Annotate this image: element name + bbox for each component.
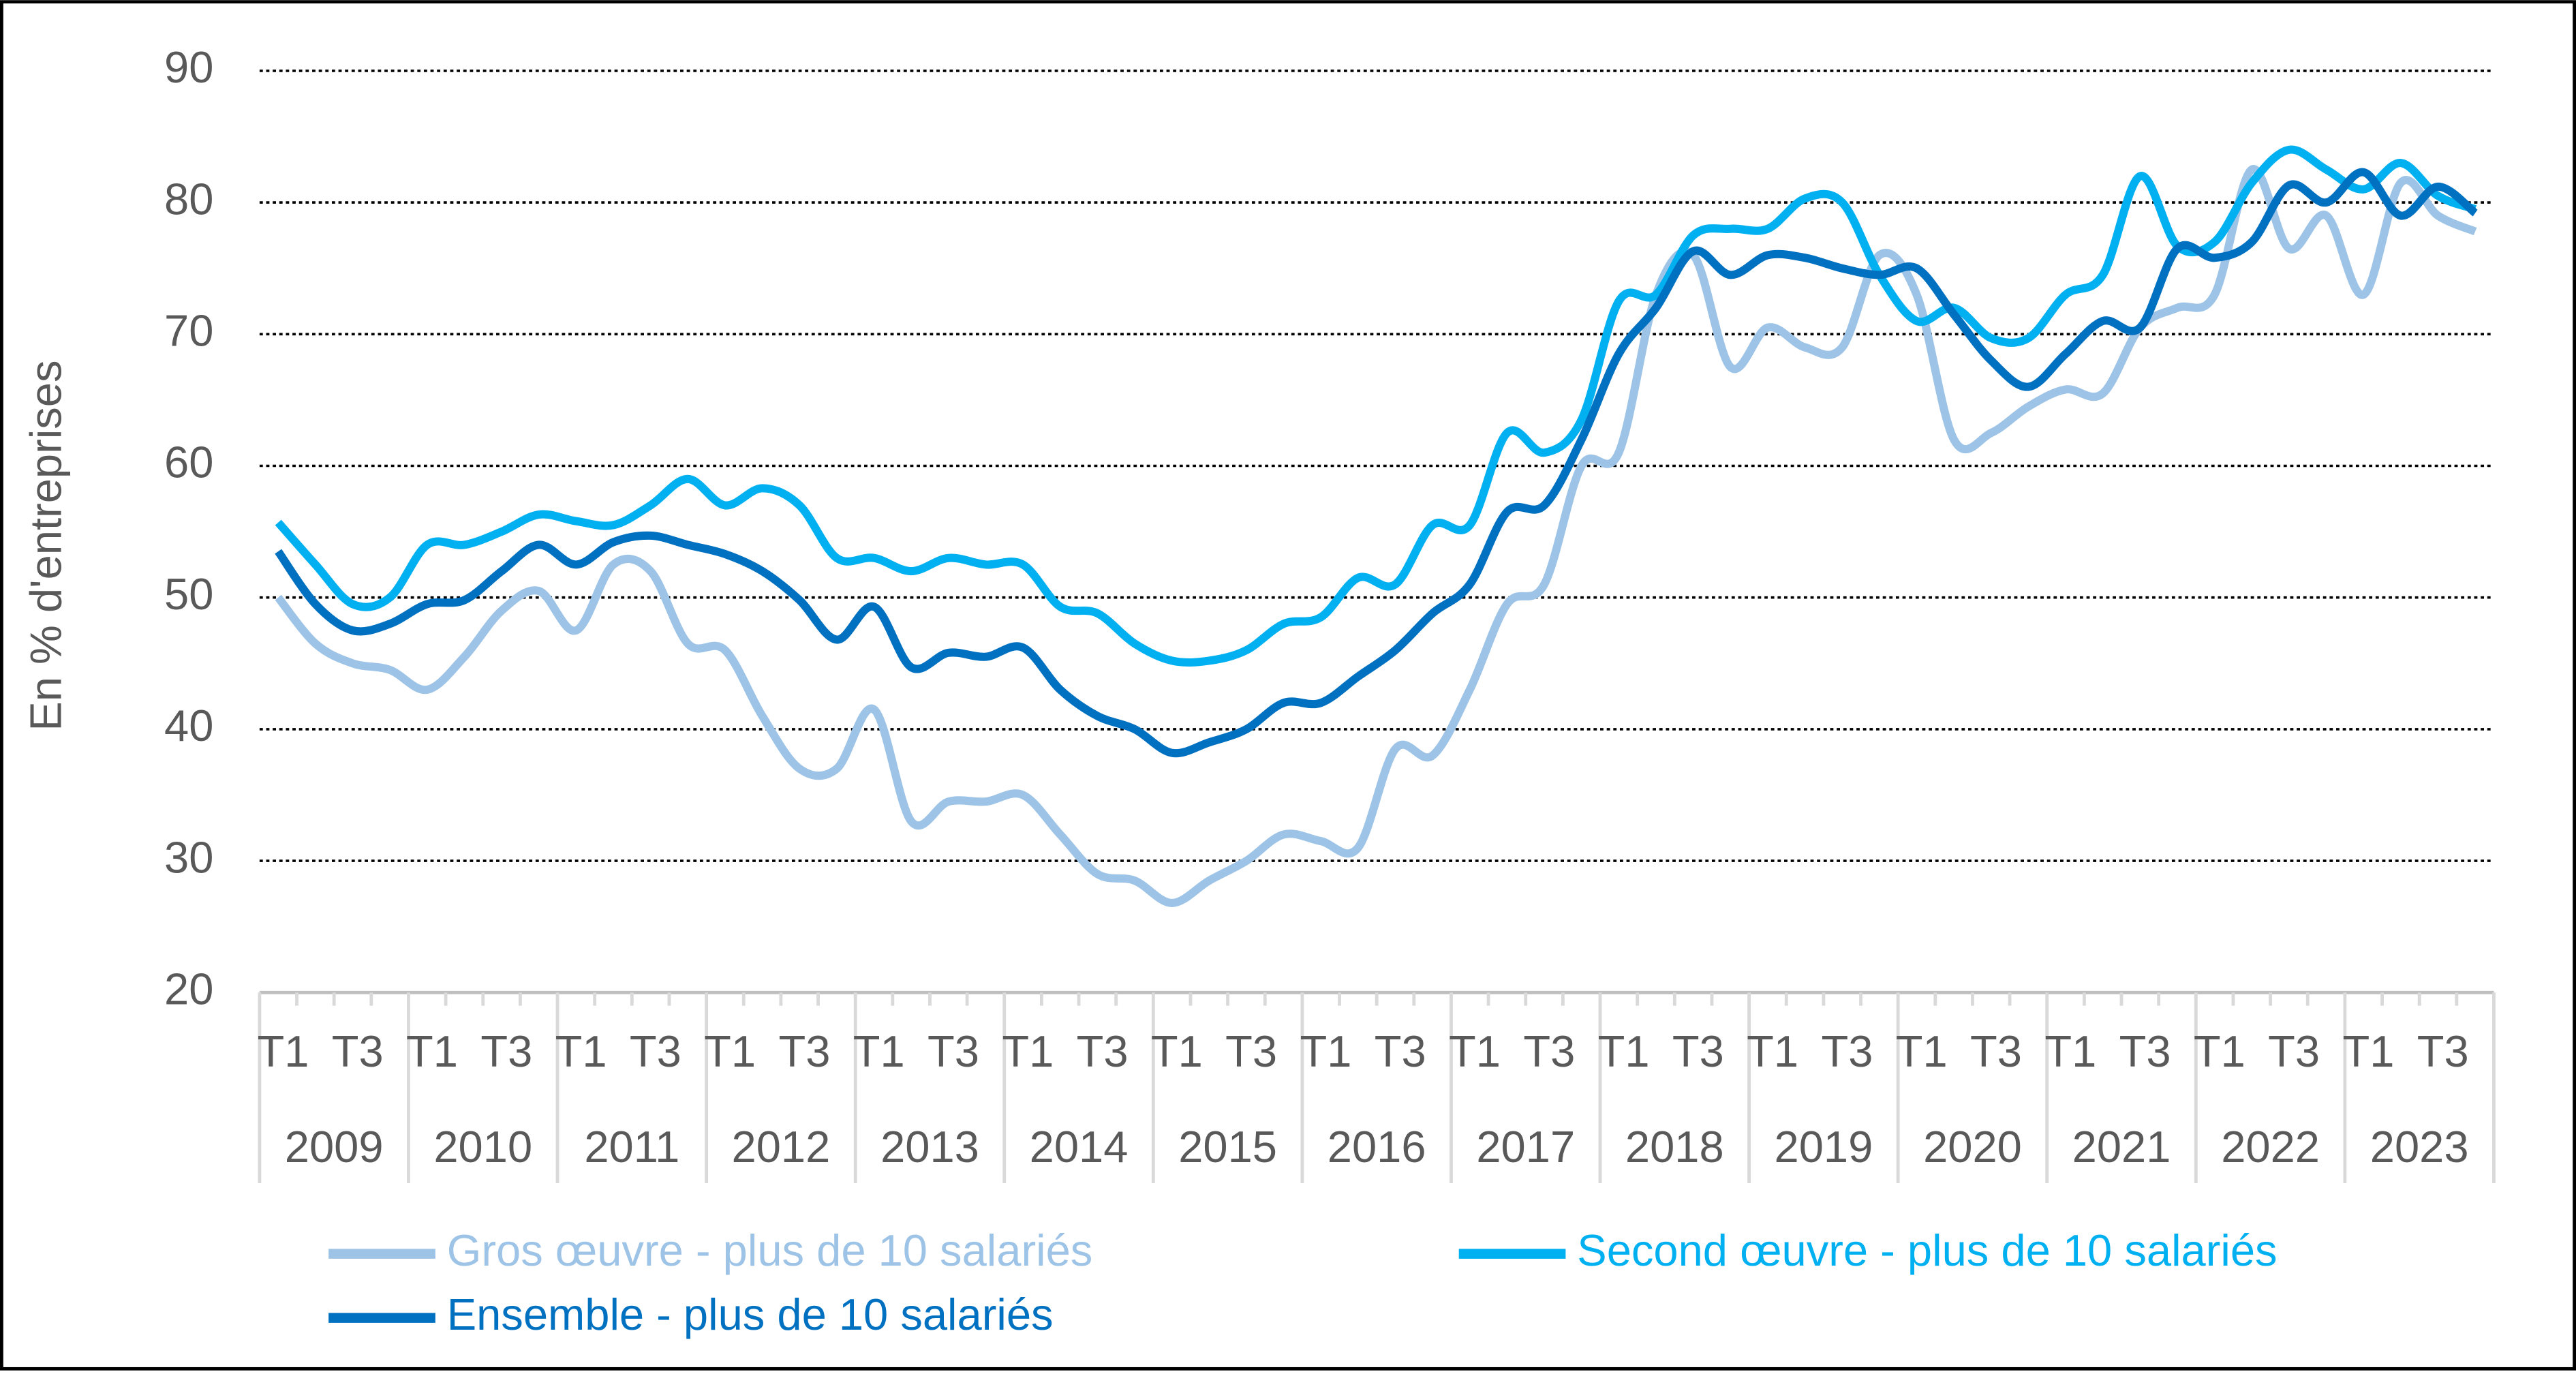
x-tick-label: T1 — [2342, 1026, 2394, 1076]
x-tick-label: T1 — [704, 1026, 756, 1076]
y-tick-label: 70 — [164, 305, 213, 355]
y-tick-label: 80 — [164, 174, 213, 224]
y-tick-label: 90 — [164, 42, 213, 92]
x-year-label: 2011 — [584, 1122, 679, 1172]
legend-label: Ensemble - plus de 10 salariés — [447, 1289, 1054, 1339]
x-tick-label: T3 — [2119, 1026, 2171, 1076]
y-tick-label: 40 — [164, 701, 213, 750]
series-line — [275, 168, 2478, 758]
x-tick-label: T3 — [1672, 1026, 1724, 1076]
x-year-label: 2013 — [880, 1122, 979, 1172]
x-year-label: 2022 — [2221, 1122, 2320, 1172]
x-tick-label: T3 — [1375, 1026, 1426, 1076]
x-year-label: 2010 — [433, 1122, 532, 1172]
y-axis-label: En % d'entreprises — [21, 361, 71, 731]
x-tick-label: T1 — [1598, 1026, 1650, 1076]
x-tick-label: T3 — [2417, 1026, 2469, 1076]
x-year-label: 2023 — [2370, 1122, 2469, 1172]
x-tick-label: T3 — [1821, 1026, 1873, 1076]
y-tick-label: 50 — [164, 569, 213, 619]
x-tick-label: T1 — [1896, 1026, 1948, 1076]
x-tick-label: T1 — [1300, 1026, 1351, 1076]
y-tick-label: 30 — [164, 832, 213, 882]
x-tick-label: T3 — [480, 1026, 532, 1076]
x-tick-label: T1 — [2044, 1026, 2096, 1076]
x-year-label: 2009 — [285, 1122, 384, 1172]
x-tick-label: T1 — [1747, 1026, 1798, 1076]
x-year-label: 2021 — [2072, 1122, 2171, 1172]
x-tick-label: T1 — [1151, 1026, 1203, 1076]
x-year-label: 2016 — [1328, 1122, 1426, 1172]
y-tick-label: 60 — [164, 438, 213, 487]
x-tick-label: T3 — [778, 1026, 830, 1076]
x-tick-label: T1 — [257, 1026, 309, 1076]
series-line — [275, 145, 2477, 667]
x-tick-label: T3 — [332, 1026, 384, 1076]
x-year-label: 2020 — [1923, 1122, 2022, 1172]
x-tick-label: T1 — [406, 1026, 458, 1076]
x-tick-label: T3 — [2268, 1026, 2320, 1076]
x-tick-label: T1 — [555, 1026, 607, 1076]
x-tick-label: T3 — [1523, 1026, 1575, 1076]
x-tick-label: T1 — [1449, 1026, 1501, 1076]
x-tick-label: T1 — [2194, 1026, 2245, 1076]
x-tick-label: T3 — [927, 1026, 979, 1076]
x-tick-label: T3 — [630, 1026, 681, 1076]
legend-label: Gros œuvre - plus de 10 salariés — [447, 1225, 1093, 1275]
x-tick-label: T1 — [1002, 1026, 1054, 1076]
x-year-label: 2014 — [1030, 1122, 1129, 1172]
x-year-label: 2018 — [1625, 1122, 1724, 1172]
x-year-label: 2015 — [1178, 1122, 1277, 1172]
x-year-label: 2012 — [732, 1122, 831, 1172]
x-tick-label: T3 — [1225, 1026, 1277, 1076]
x-tick-label: T3 — [1970, 1026, 2022, 1076]
x-tick-label: T1 — [853, 1026, 905, 1076]
legend-label: Second œuvre - plus de 10 salariés — [1577, 1225, 2277, 1275]
x-year-label: 2017 — [1476, 1122, 1575, 1172]
y-tick-label: 20 — [164, 964, 213, 1013]
x-tick-label: T3 — [1077, 1026, 1129, 1076]
x-year-label: 2019 — [1775, 1122, 1873, 1172]
